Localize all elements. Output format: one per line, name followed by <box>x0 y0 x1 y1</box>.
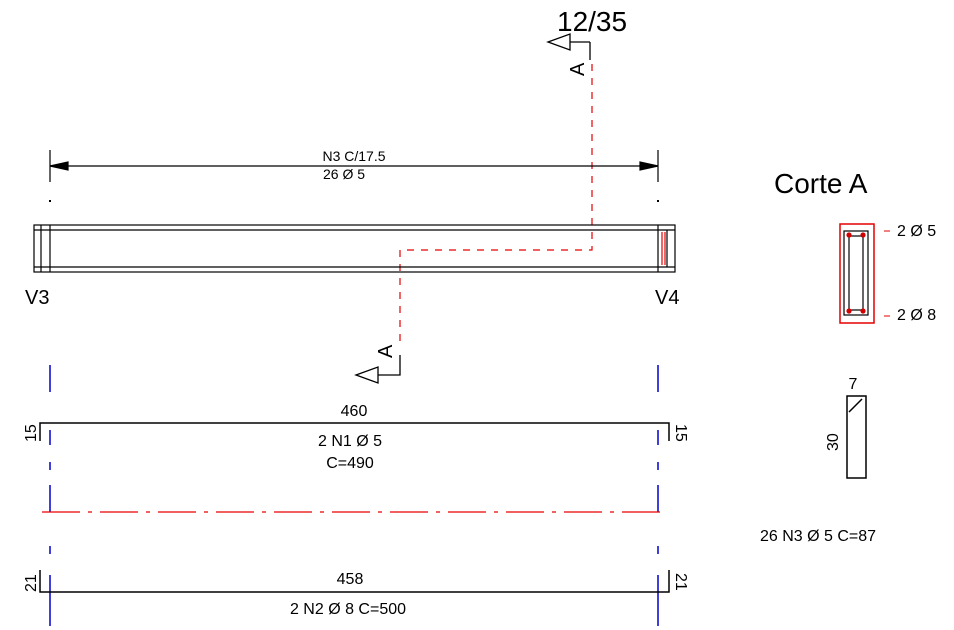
stirrup-spec-line1: N3 C/17.5 <box>322 148 385 164</box>
stirrup-height-label: 30 <box>825 433 842 451</box>
stirrup-spec-line2: 26 Ø 5 <box>323 166 365 182</box>
dimension-tick-marks <box>49 200 659 202</box>
beam-stirrup-ends <box>661 232 666 265</box>
section-letter-top: A <box>567 62 589 76</box>
n2-length-label: 458 <box>337 571 364 588</box>
n1-length-label: 460 <box>341 403 368 420</box>
stirrup-shape <box>846 395 867 479</box>
n2-desc-label: 2 N2 Ø 8 C=500 <box>290 601 406 618</box>
section-title: Corte A <box>774 168 868 199</box>
bar-n1 <box>39 422 670 441</box>
bar-n2 <box>39 570 670 593</box>
n2-hook-right-label: 21 <box>672 573 689 591</box>
section-cut-top-marker <box>546 33 591 60</box>
n1-hook-right-label: 15 <box>672 424 689 442</box>
section-letter-bottom: A <box>375 344 397 358</box>
rebar-dots <box>846 232 866 314</box>
section-cut-bottom-marker <box>354 355 401 384</box>
stirrup-dimension-line <box>49 150 659 182</box>
support-axis-lines <box>49 365 659 626</box>
section-bottom-bars-label: 2 Ø 8 <box>897 307 936 324</box>
n1-desc-label: 2 N1 Ø 5 <box>318 433 382 450</box>
cross-section <box>839 223 875 324</box>
support-left-label: V3 <box>25 287 49 309</box>
support-right-label: V4 <box>655 287 679 309</box>
beam-id-label: 12/35 <box>557 6 627 37</box>
section-cut-line <box>399 64 593 345</box>
stirrup-width-label: 7 <box>849 376 858 393</box>
n1-total-label: C=490 <box>326 455 374 472</box>
n2-hook-left-label: 21 <box>23 574 40 592</box>
section-top-bars-label: 2 Ø 5 <box>897 223 936 240</box>
beam-elevation <box>33 224 676 273</box>
stirrup-summary-label: 26 N3 Ø 5 C=87 <box>760 528 876 545</box>
section-leaders <box>884 230 890 317</box>
n1-hook-left-label: 15 <box>23 424 40 442</box>
